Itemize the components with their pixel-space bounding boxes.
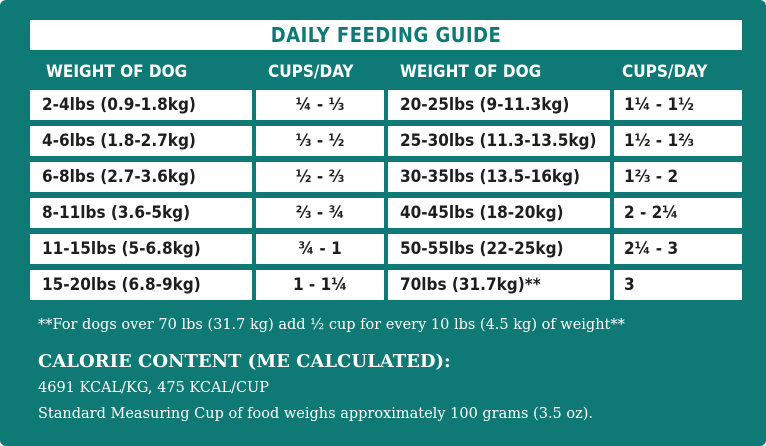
table-row: 6-8lbs (2.7-3.6kg) ½ - ⅔ 30-35lbs (13.5-… [30, 162, 742, 192]
cups-cell: 1½ - 1⅔ [614, 126, 742, 156]
cups-cell: ¼ - ⅓ [256, 90, 384, 120]
cups-cell: ½ - ⅔ [256, 162, 384, 192]
calorie-content-value: 4691 KCAL/KG, 475 KCAL/CUP [38, 380, 270, 396]
weight-cell: 8-11lbs (3.6-5kg) [30, 198, 252, 228]
weight-cell: 40-45lbs (18-20kg) [388, 198, 610, 228]
weight-cell: 2-4lbs (0.9-1.8kg) [30, 90, 252, 120]
table-row: 2-4lbs (0.9-1.8kg) ¼ - ⅓ 20-25lbs (9-11.… [30, 90, 742, 120]
table-row: 11-15lbs (5-6.8kg) ¾ - 1 50-55lbs (22-25… [30, 234, 742, 264]
cups-cell: 1⅔ - 2 [614, 162, 742, 192]
cups-cell: 1¼ - 1½ [614, 90, 742, 120]
header-bar: DAILY FEEDING GUIDE [30, 20, 742, 50]
feeding-table: 2-4lbs (0.9-1.8kg) ¼ - ⅓ 20-25lbs (9-11.… [30, 90, 742, 306]
weight-cell: 20-25lbs (9-11.3kg) [388, 90, 610, 120]
cups-cell: 1 - 1¼ [256, 270, 384, 300]
footnote: **For dogs over 70 lbs (31.7 kg) add ½ c… [38, 317, 625, 333]
weight-cell: 30-35lbs (13.5-16kg) [388, 162, 610, 192]
weight-cell: 25-30lbs (11.3-13.5kg) [388, 126, 610, 156]
cups-cell: ¾ - 1 [256, 234, 384, 264]
weight-cell: 15-20lbs (6.8-9kg) [30, 270, 252, 300]
cups-cell: ⅓ - ½ [256, 126, 384, 156]
table-row: 15-20lbs (6.8-9kg) 1 - 1¼ 70lbs (31.7kg)… [30, 270, 742, 300]
column-header-weight-right: WEIGHT OF DOG [400, 62, 542, 82]
weight-cell: 4-6lbs (1.8-2.7kg) [30, 126, 252, 156]
weight-cell: 6-8lbs (2.7-3.6kg) [30, 162, 252, 192]
cups-cell: ⅔ - ¾ [256, 198, 384, 228]
column-header-weight-left: WEIGHT OF DOG [46, 62, 188, 82]
weight-cell: 50-55lbs (22-25kg) [388, 234, 610, 264]
page-title: DAILY FEEDING GUIDE [270, 23, 502, 47]
calorie-content-title: CALORIE CONTENT (ME CALCULATED): [38, 351, 451, 372]
cups-cell: 2 - 2¼ [614, 198, 742, 228]
cups-cell: 3 [614, 270, 742, 300]
weight-cell: 11-15lbs (5-6.8kg) [30, 234, 252, 264]
column-header-cups-right: CUPS/DAY [622, 62, 708, 82]
table-row: 8-11lbs (3.6-5kg) ⅔ - ¾ 40-45lbs (18-20k… [30, 198, 742, 228]
measuring-cup-note: Standard Measuring Cup of food weighs ap… [38, 406, 594, 422]
column-header-cups-left: CUPS/DAY [268, 62, 354, 82]
table-row: 4-6lbs (1.8-2.7kg) ⅓ - ½ 25-30lbs (11.3-… [30, 126, 742, 156]
cups-cell: 2¼ - 3 [614, 234, 742, 264]
weight-cell: 70lbs (31.7kg)** [388, 270, 610, 300]
